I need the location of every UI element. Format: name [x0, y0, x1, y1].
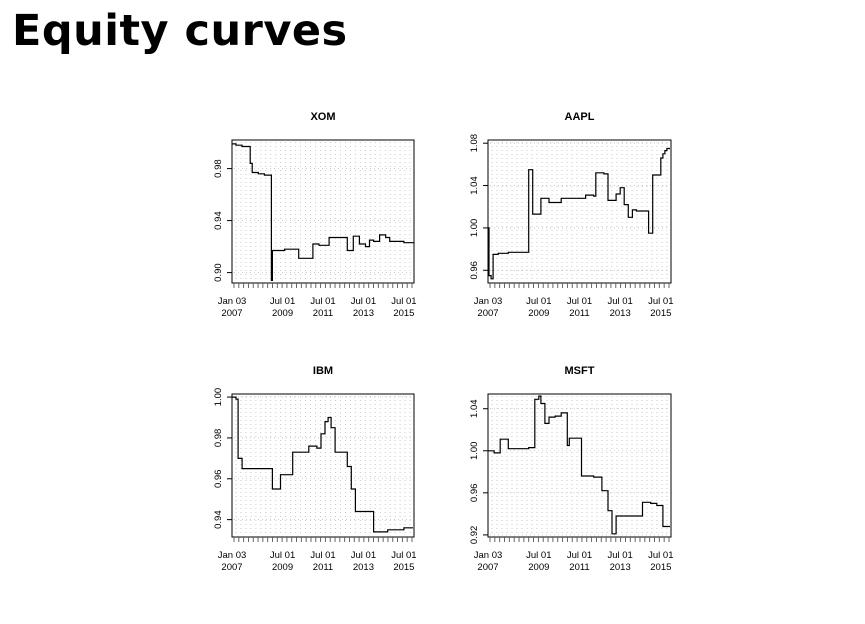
x-tick-year-label: 2013 [610, 308, 631, 319]
x-tick-year-label: 2011 [569, 308, 589, 319]
x-tick-year-label: 2015 [650, 308, 671, 319]
x-tick-label: Jul 01 [351, 550, 376, 561]
x-tick-year-label: 2011 [569, 562, 589, 573]
x-tick-year-label: 2013 [353, 562, 374, 573]
y-tick-label: 0.98 [213, 429, 224, 448]
x-tick-label: Jul 01 [567, 550, 592, 561]
x-tick-year-label: 2009 [528, 562, 549, 573]
x-tick-label: Jul 01 [648, 296, 673, 307]
y-tick-label: 0.92 [469, 526, 480, 545]
y-tick-label: 0.96 [213, 470, 224, 489]
plot-frame [231, 393, 415, 538]
x-tick-year-label: 2007 [221, 562, 242, 573]
y-tick-label: 0.94 [213, 211, 224, 230]
plot-frame [231, 139, 415, 284]
x-tick-label: Jul 01 [648, 550, 673, 561]
x-tick-year-label: 2013 [610, 562, 631, 573]
x-tick-label: Jan 03 [218, 550, 247, 561]
y-tick-label: 0.98 [213, 159, 224, 178]
equity-series-line [488, 395, 670, 535]
y-tick-label: 1.00 [469, 219, 480, 238]
x-tick-label: Jul 01 [607, 296, 632, 307]
x-tick-label: Jul 01 [270, 550, 295, 561]
x-tick-label: Jul 01 [351, 296, 376, 307]
y-tick-label: 1.04 [469, 176, 480, 195]
x-tick-label: Jul 01 [391, 550, 416, 561]
x-tick-year-label: 2011 [313, 308, 333, 319]
chart-title: XOM [310, 111, 335, 123]
x-tick-year-label: 2009 [272, 308, 293, 319]
x-tick-label: Jul 01 [310, 550, 335, 561]
x-tick-label: Jul 01 [526, 296, 551, 307]
y-tick-label: 0.96 [469, 484, 480, 503]
y-tick-label: 1.04 [469, 399, 480, 418]
equity-series-line [232, 143, 414, 281]
x-tick-label: Jan 03 [474, 296, 503, 307]
plot-frame [487, 139, 672, 284]
x-tick-year-label: 2015 [393, 562, 414, 573]
x-tick-label: Jan 03 [218, 296, 247, 307]
x-tick-label: Jul 01 [607, 550, 632, 561]
page-title: Equity curves [12, 6, 348, 56]
x-tick-year-label: 2007 [477, 308, 498, 319]
y-tick-label: 1.08 [469, 134, 480, 153]
x-tick-year-label: 2007 [477, 562, 498, 573]
x-tick-label: Jul 01 [310, 296, 335, 307]
x-tick-year-label: 2015 [650, 562, 671, 573]
x-tick-year-label: 2009 [272, 562, 293, 573]
x-tick-year-label: 2013 [353, 308, 374, 319]
y-tick-label: 1.00 [213, 388, 224, 407]
chart-title: AAPL [565, 111, 595, 123]
x-tick-year-label: 2007 [221, 308, 242, 319]
chart-title: MSFT [565, 365, 595, 377]
x-tick-label: Jul 01 [567, 296, 592, 307]
y-tick-label: 1.00 [469, 442, 480, 461]
x-tick-year-label: 2009 [528, 308, 549, 319]
x-tick-year-label: 2015 [393, 308, 414, 319]
x-tick-year-label: 2011 [313, 562, 333, 573]
y-tick-label: 0.90 [213, 263, 224, 282]
y-tick-label: 0.94 [213, 510, 224, 529]
x-tick-label: Jul 01 [270, 296, 295, 307]
x-tick-label: Jul 01 [526, 550, 551, 561]
y-tick-label: 0.96 [469, 261, 480, 280]
x-tick-label: Jan 03 [474, 550, 503, 561]
chart-title: IBM [313, 365, 333, 377]
equity-series-line [488, 147, 670, 280]
x-tick-label: Jul 01 [391, 296, 416, 307]
plot-frame [487, 393, 672, 538]
equity-series-line [232, 396, 413, 533]
